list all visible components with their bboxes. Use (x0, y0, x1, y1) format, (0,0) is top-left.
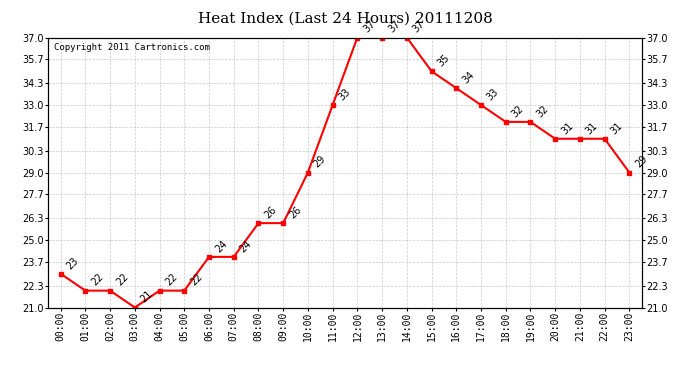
Text: Copyright 2011 Cartronics.com: Copyright 2011 Cartronics.com (55, 43, 210, 52)
Text: 22: 22 (164, 272, 179, 288)
Text: 26: 26 (263, 204, 279, 220)
Text: 29: 29 (633, 154, 649, 170)
Text: 24: 24 (213, 238, 229, 254)
Text: 34: 34 (460, 70, 476, 86)
Text: 37: 37 (362, 19, 377, 35)
Text: 31: 31 (609, 120, 624, 136)
Text: 33: 33 (337, 87, 353, 102)
Text: 22: 22 (90, 272, 106, 288)
Text: 37: 37 (411, 19, 427, 35)
Text: 22: 22 (115, 272, 130, 288)
Text: 24: 24 (238, 238, 254, 254)
Text: 35: 35 (435, 53, 451, 69)
Text: 31: 31 (584, 120, 600, 136)
Text: 23: 23 (65, 255, 81, 271)
Text: 37: 37 (386, 19, 402, 35)
Text: 22: 22 (188, 272, 204, 288)
Text: 33: 33 (485, 87, 501, 102)
Text: 21: 21 (139, 289, 155, 305)
Text: 32: 32 (510, 103, 526, 119)
Text: 29: 29 (312, 154, 328, 170)
Text: 32: 32 (535, 103, 551, 119)
Text: Heat Index (Last 24 Hours) 20111208: Heat Index (Last 24 Hours) 20111208 (197, 11, 493, 25)
Text: 31: 31 (560, 120, 575, 136)
Text: 26: 26 (287, 204, 303, 220)
